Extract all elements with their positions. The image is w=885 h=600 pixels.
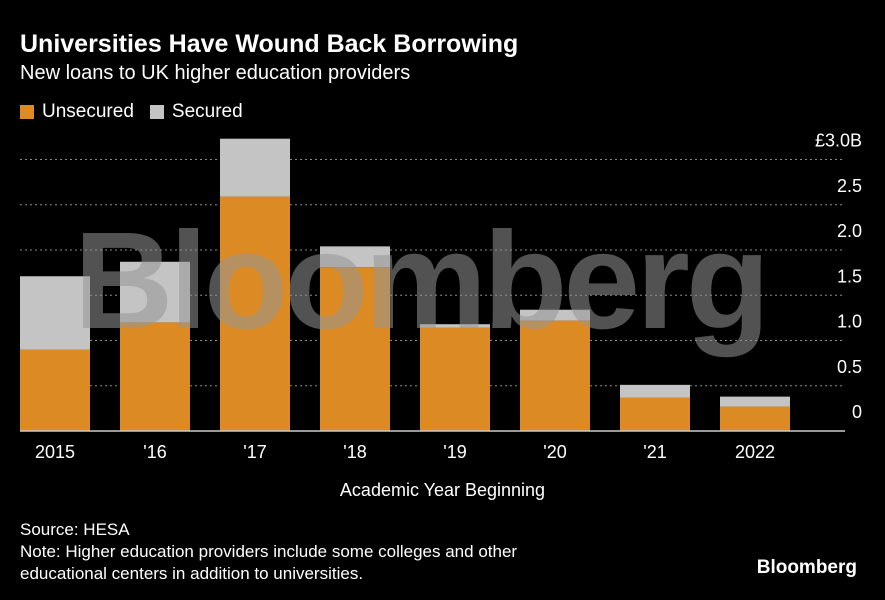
x-axis-title-text: Academic Year Beginning — [339, 480, 546, 500]
x-tick-label: '21 — [643, 442, 666, 462]
y-tick-label: £3.0B — [815, 131, 862, 151]
x-tick-label: '16 — [143, 442, 166, 462]
y-tick-label: 2.0 — [837, 221, 862, 241]
note-text-2: educational centers in addition to unive… — [20, 564, 364, 583]
bar-unsecured — [220, 196, 290, 431]
x-tick-label: 2015 — [35, 442, 75, 462]
chart-subtitle: New loans to UK higher education provide… — [20, 62, 411, 84]
x-tick-label: 2022 — [735, 442, 775, 462]
y-tick-label: 2.5 — [837, 176, 862, 196]
y-tick-label: 1.0 — [837, 312, 862, 332]
source-text: Source: HESA — [20, 520, 130, 539]
bloomberg-watermark: Bloomberg — [74, 204, 766, 358]
bar-secured — [220, 138, 290, 197]
bar-unsecured — [20, 349, 90, 431]
bar-secured — [320, 246, 390, 268]
bloomberg-logo: Bloomberg — [756, 557, 857, 578]
legend-label-secured: Secured — [171, 101, 243, 122]
legend-item-secured: Secured — [149, 101, 243, 123]
x-tick-label: '19 — [443, 442, 466, 462]
legend-item-unsecured: Unsecured — [20, 101, 134, 123]
bar-unsecured — [620, 397, 690, 431]
legend-swatch-unsecured — [20, 105, 34, 119]
bar-secured — [20, 276, 90, 350]
x-tick-label: '20 — [543, 442, 566, 462]
y-tick-label: 0 — [852, 402, 862, 422]
bar-secured — [420, 324, 490, 328]
legend-label-unsecured: Unsecured — [42, 101, 134, 122]
bar-unsecured — [420, 327, 490, 431]
x-tick-label: '18 — [343, 442, 366, 462]
bar-unsecured — [320, 267, 390, 431]
y-tick-label: 0.5 — [837, 357, 862, 377]
note-text-1: Note: Higher education providers include… — [20, 542, 518, 561]
bar-secured — [520, 309, 590, 321]
bar-unsecured — [520, 320, 590, 431]
bar-secured — [620, 384, 690, 398]
bar-secured — [720, 396, 790, 407]
y-tick-label: 1.5 — [837, 266, 862, 286]
x-tick-label: '17 — [243, 442, 266, 462]
bar-unsecured — [120, 322, 190, 431]
legend: Unsecured Secured — [20, 101, 243, 123]
bar-unsecured — [720, 406, 790, 431]
legend-swatch-secured — [149, 105, 164, 119]
chart-title: Universities Have Wound Back Borrowing — [20, 30, 519, 58]
footer-notes: Source: HESA Note: Higher education prov… — [20, 519, 517, 585]
bar-secured — [120, 261, 190, 323]
x-axis-title: Academic Year Beginning — [0, 480, 885, 501]
